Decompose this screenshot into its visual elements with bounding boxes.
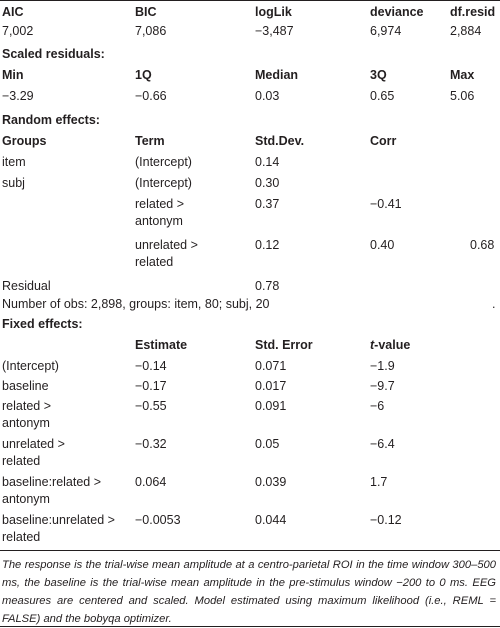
cell: −0.0053 xyxy=(135,513,181,527)
term-cell: unrelated > xyxy=(135,238,198,252)
cell: 0.12 xyxy=(255,238,280,252)
cell: −6.4 xyxy=(370,437,395,451)
column-header: Median xyxy=(255,68,299,82)
group-cell: item xyxy=(2,155,26,169)
cell: 0.78 xyxy=(255,279,280,293)
term-cell: baseline:unrelated > xyxy=(2,513,115,527)
cell: −0.32 xyxy=(135,437,167,451)
column-header: Corr xyxy=(370,134,397,148)
cell: 6,974 xyxy=(370,24,402,38)
column-header: Term xyxy=(135,134,165,148)
cell: 1.7 xyxy=(370,475,388,489)
cell: 0.14 xyxy=(255,155,280,169)
cell: 0.30 xyxy=(255,176,280,190)
cell: −3.29 xyxy=(2,89,34,103)
cell: −0.66 xyxy=(135,89,167,103)
column-header: logLik xyxy=(255,5,292,19)
column-header: Groups xyxy=(2,134,47,148)
column-header: Std. Error xyxy=(255,338,313,352)
section-title: Fixed effects: xyxy=(2,317,83,331)
column-header: df.resid xyxy=(450,5,496,19)
table-bottom-rule xyxy=(0,550,500,551)
cell: 0.40 xyxy=(370,238,395,252)
column-header: AIC xyxy=(2,5,24,19)
column-header: 1Q xyxy=(135,68,152,82)
section-title: Random effects: xyxy=(2,113,100,127)
term-cell: antonym xyxy=(135,214,183,228)
cell: 0.65 xyxy=(370,89,395,103)
cell: −9.7 xyxy=(370,379,395,393)
term-cell: baseline:related > xyxy=(2,475,102,489)
column-header: Std.Dev. xyxy=(255,134,305,148)
column-header: Estimate xyxy=(135,338,188,352)
table-note: The response is the trial-wise mean ampl… xyxy=(2,559,496,625)
cell: −0.41 xyxy=(370,197,402,211)
cell: 0.039 xyxy=(255,475,287,489)
cell: −0.14 xyxy=(135,359,167,373)
cell: 0.071 xyxy=(255,359,287,373)
cell: 0.044 xyxy=(255,513,287,527)
term-cell: (Intercept) xyxy=(135,176,192,190)
cell: 0.37 xyxy=(255,197,280,211)
column-header: t-value xyxy=(370,338,411,352)
cell: −6 xyxy=(370,399,385,413)
cell: −0.55 xyxy=(135,399,167,413)
term-cell: related xyxy=(135,255,174,269)
cell: −0.12 xyxy=(370,513,402,527)
column-header: deviance xyxy=(370,5,424,19)
term-cell: antonym xyxy=(2,416,50,430)
cell: 2,884 xyxy=(450,24,482,38)
term-cell: (Intercept) xyxy=(135,155,192,169)
cell: 0.064 xyxy=(135,475,167,489)
cell: 0.68 xyxy=(470,238,495,252)
term-cell: related xyxy=(2,454,41,468)
term-cell: antonym xyxy=(2,492,50,506)
term-cell: related xyxy=(2,530,41,544)
cell: −3,487 xyxy=(255,24,294,38)
cell: −1.9 xyxy=(370,359,395,373)
cell: 7,086 xyxy=(135,24,167,38)
term-cell: baseline xyxy=(2,379,49,393)
top-rule xyxy=(0,0,500,1)
cell: −0.17 xyxy=(135,379,167,393)
column-header: 3Q xyxy=(370,68,387,82)
cell: 0.03 xyxy=(255,89,280,103)
column-header: BIC xyxy=(135,5,157,19)
term-cell: related > xyxy=(2,399,51,413)
group-cell: subj xyxy=(2,176,25,190)
cell: 0.017 xyxy=(255,379,287,393)
summary: Number of obs: 2,898, groups: item, 80; … xyxy=(2,297,270,311)
summary-end: . xyxy=(492,297,496,311)
column-header: Max xyxy=(450,68,475,82)
term-cell: unrelated > xyxy=(2,437,65,451)
cell: 0.05 xyxy=(255,437,280,451)
section-title: Scaled residuals: xyxy=(2,47,105,61)
term-cell: related > xyxy=(135,197,184,211)
cell: 5.06 xyxy=(450,89,475,103)
term-cell: (Intercept) xyxy=(2,359,59,373)
cell: 7,002 xyxy=(2,24,34,38)
group-cell: Residual xyxy=(2,279,51,293)
column-header: Min xyxy=(2,68,24,82)
cell: 0.091 xyxy=(255,399,287,413)
